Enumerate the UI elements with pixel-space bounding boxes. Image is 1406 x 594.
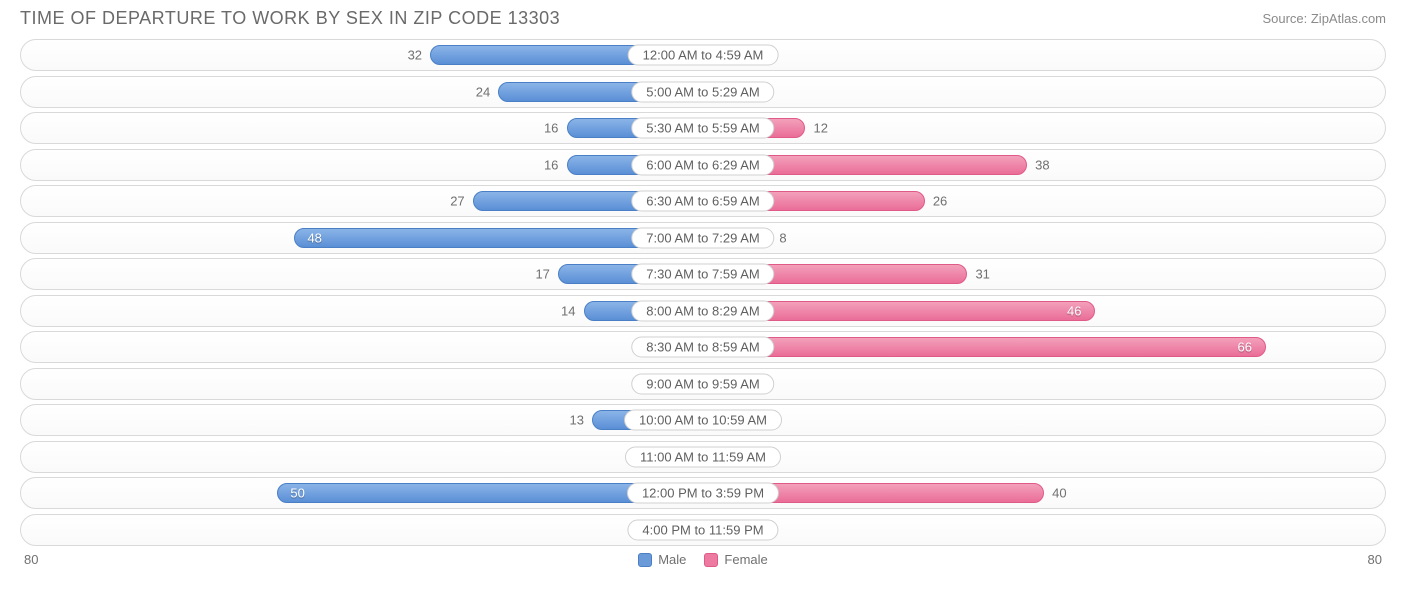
axis-right-max: 80	[1368, 552, 1382, 567]
chart-footer: 80 Male Female 80	[0, 550, 1406, 567]
category-label: 12:00 AM to 4:59 AM	[628, 45, 779, 66]
chart-row: 13 210:00 AM to 10:59 AM	[20, 404, 1386, 436]
female-half: 0	[703, 40, 1385, 70]
chart-row: 609:00 AM to 9:59 AM	[20, 368, 1386, 400]
female-half: 0	[703, 77, 1385, 107]
chart-row: 524:00 PM to 11:59 PM	[20, 514, 1386, 546]
male-value: 16	[544, 121, 558, 136]
chart-header: TIME OF DEPARTURE TO WORK BY SEX IN ZIP …	[0, 0, 1406, 35]
legend-female-label: Female	[724, 552, 767, 567]
male-half: 4	[21, 442, 703, 472]
legend-item-female: Female	[704, 552, 767, 567]
category-label: 11:00 AM to 11:59 AM	[625, 446, 781, 467]
chart-body: 32012:00 AM to 4:59 AM2405:00 AM to 5:29…	[0, 35, 1406, 546]
male-value: 24	[476, 84, 490, 99]
male-half: 13	[21, 405, 703, 435]
category-label: 6:00 AM to 6:29 AM	[631, 154, 774, 175]
chart-row: 17 31 7:30 AM to 7:59 AM	[20, 258, 1386, 290]
male-half: 48	[21, 223, 703, 253]
male-half: 32	[21, 40, 703, 70]
axis-left-max: 80	[24, 552, 38, 567]
category-label: 4:00 PM to 11:59 PM	[627, 519, 778, 540]
male-value: 32	[408, 48, 422, 63]
chart-source: Source: ZipAtlas.com	[1262, 11, 1386, 26]
legend-male-label: Male	[658, 552, 686, 567]
male-half: 6	[21, 369, 703, 399]
female-value: 31	[975, 267, 989, 282]
female-half: 2	[703, 515, 1385, 545]
male-half: 16	[21, 150, 703, 180]
male-value: 48	[307, 230, 321, 245]
male-half: 3	[21, 332, 703, 362]
female-value: 26	[933, 194, 947, 209]
female-value: 66	[1238, 340, 1252, 355]
category-label: 6:30 AM to 6:59 AM	[631, 191, 774, 212]
chart-row: 16 38 6:00 AM to 6:29 AM	[20, 149, 1386, 181]
male-value: 14	[561, 303, 575, 318]
legend-item-male: Male	[638, 552, 686, 567]
female-value: 38	[1035, 157, 1049, 172]
male-half: 16	[21, 113, 703, 143]
female-value: 46	[1067, 303, 1081, 318]
female-half: 0	[703, 442, 1385, 472]
male-value: 17	[535, 267, 549, 282]
category-label: 8:30 AM to 8:59 AM	[631, 337, 774, 358]
female-value: 40	[1052, 486, 1066, 501]
category-label: 8:00 AM to 8:29 AM	[631, 300, 774, 321]
male-swatch-icon	[638, 553, 652, 567]
female-bar	[703, 337, 1266, 357]
female-half: 8	[703, 223, 1385, 253]
chart-row: 14 46 8:00 AM to 8:29 AM	[20, 295, 1386, 327]
male-half: 5	[21, 515, 703, 545]
male-half: 14	[21, 296, 703, 326]
category-label: 5:30 AM to 5:59 AM	[631, 118, 774, 139]
female-half: 38	[703, 150, 1385, 180]
male-half: 24	[21, 77, 703, 107]
female-half: 0	[703, 369, 1385, 399]
female-half: 46	[703, 296, 1385, 326]
category-label: 9:00 AM to 9:59 AM	[631, 373, 774, 394]
female-half: 40	[703, 478, 1385, 508]
category-label: 7:00 AM to 7:29 AM	[631, 227, 774, 248]
chart-row: 16 12 5:30 AM to 5:59 AM	[20, 112, 1386, 144]
male-value: 27	[450, 194, 464, 209]
male-half: 27	[21, 186, 703, 216]
chart-row: 3 66 8:30 AM to 8:59 AM	[20, 331, 1386, 363]
chart-row: 24 05:00 AM to 5:29 AM	[20, 76, 1386, 108]
chart-title: TIME OF DEPARTURE TO WORK BY SEX IN ZIP …	[20, 8, 560, 29]
chart-row: 4011:00 AM to 11:59 AM	[20, 441, 1386, 473]
male-value: 16	[544, 157, 558, 172]
chart-row: 27 26 6:30 AM to 6:59 AM	[20, 185, 1386, 217]
chart-row: 32 012:00 AM to 4:59 AM	[20, 39, 1386, 71]
female-half: 66	[703, 332, 1385, 362]
category-label: 5:00 AM to 5:29 AM	[631, 81, 774, 102]
female-half: 26	[703, 186, 1385, 216]
male-half: 50	[21, 478, 703, 508]
male-value: 50	[290, 486, 304, 501]
female-swatch-icon	[704, 553, 718, 567]
male-value: 13	[570, 413, 584, 428]
category-label: 12:00 PM to 3:59 PM	[627, 483, 779, 504]
female-half: 2	[703, 405, 1385, 435]
female-half: 12	[703, 113, 1385, 143]
legend: Male Female	[638, 552, 768, 567]
category-label: 10:00 AM to 10:59 AM	[624, 410, 782, 431]
female-value: 12	[813, 121, 827, 136]
category-label: 7:30 AM to 7:59 AM	[631, 264, 774, 285]
female-value: 8	[779, 230, 786, 245]
chart-row: 50 40 12:00 PM to 3:59 PM	[20, 477, 1386, 509]
chart-row: 48 8 7:00 AM to 7:29 AM	[20, 222, 1386, 254]
male-half: 17	[21, 259, 703, 289]
female-half: 31	[703, 259, 1385, 289]
